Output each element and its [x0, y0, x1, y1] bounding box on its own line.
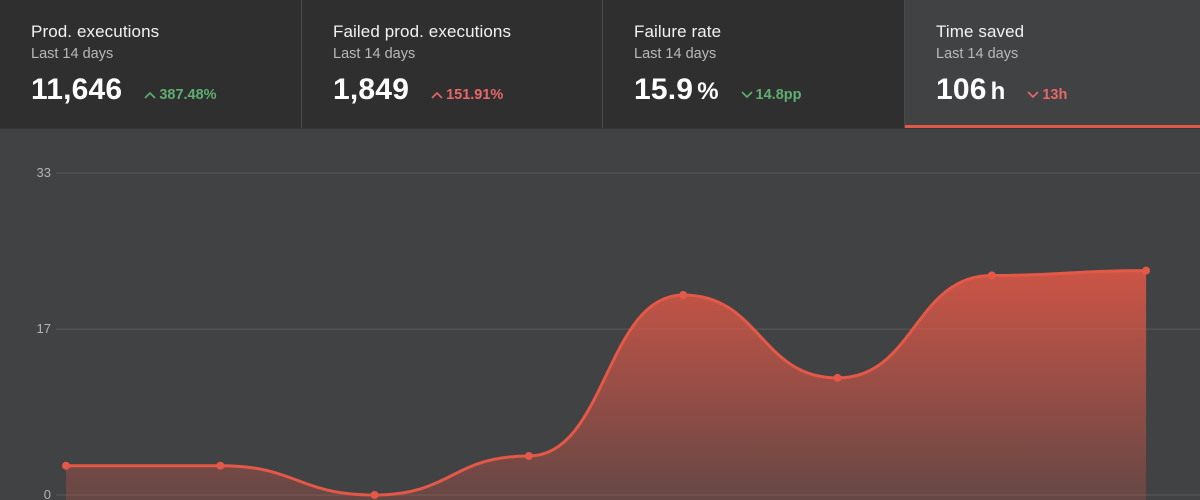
- card-unit: %: [697, 78, 719, 105]
- card-title: Failure rate: [634, 22, 722, 41]
- card-delta: 13h: [1027, 87, 1067, 103]
- data-point[interactable]: [987, 271, 996, 280]
- card-value: 1,849: [333, 73, 410, 106]
- card-delta: 14.8pp: [740, 87, 802, 103]
- card-subtitle: Last 14 days: [936, 46, 1019, 62]
- chevron-up-icon: [144, 91, 156, 99]
- y-tick-label: 0: [44, 487, 51, 500]
- card-delta: 151.91%: [431, 87, 503, 103]
- metric-cards: Prod. executions Last 14 days 11,646 387…: [0, 0, 1200, 128]
- data-point[interactable]: [1142, 266, 1151, 275]
- chevron-down-icon: [740, 91, 753, 99]
- chevron-up-icon: [431, 91, 443, 99]
- card-unit: h: [990, 78, 1006, 105]
- delta-value: 14.8pp: [755, 87, 802, 103]
- active-tab-indicator: [905, 125, 1200, 128]
- delta-value: 13h: [1042, 87, 1068, 103]
- data-point[interactable]: [370, 491, 379, 499]
- card-prod-executions[interactable]: Prod. executions Last 14 days 11,646 387…: [0, 0, 302, 128]
- card-subtitle: Last 14 days: [31, 46, 114, 62]
- card-value: 11,646: [31, 73, 123, 106]
- delta-value: 151.91%: [446, 87, 504, 103]
- data-point[interactable]: [62, 461, 70, 470]
- series-area: [66, 270, 1147, 500]
- card-title: Time saved: [936, 22, 1025, 41]
- card-title: Prod. executions: [31, 22, 160, 41]
- card-failure-rate[interactable]: Failure rate Last 14 days 15.9 % 14.8pp: [603, 0, 905, 128]
- card-subtitle: Last 14 days: [333, 46, 416, 62]
- delta-value: 387.48%: [159, 87, 217, 103]
- y-tick-label: 17: [37, 321, 51, 336]
- area-chart: 33 17 0: [37, 165, 1200, 500]
- card-failed-prod-executions[interactable]: Failed prod. executions Last 14 days 1,8…: [302, 0, 603, 128]
- card-subtitle: Last 14 days: [634, 46, 717, 62]
- time-saved-chart: 33 17 0: [0, 128, 1200, 500]
- series-line: [65, 269, 1147, 497]
- data-point[interactable]: [833, 373, 842, 382]
- card-value: 106: [936, 73, 987, 106]
- y-tick-label: 33: [37, 165, 51, 180]
- card-title: Failed prod. executions: [333, 22, 512, 41]
- card-value: 15.9: [634, 73, 694, 106]
- data-point[interactable]: [679, 290, 688, 299]
- card-time-saved[interactable]: Time saved Last 14 days 106 h 13h: [905, 0, 1200, 128]
- data-point[interactable]: [524, 451, 533, 460]
- data-point[interactable]: [216, 461, 225, 470]
- chevron-down-icon: [1027, 91, 1039, 99]
- card-delta: 387.48%: [144, 87, 217, 103]
